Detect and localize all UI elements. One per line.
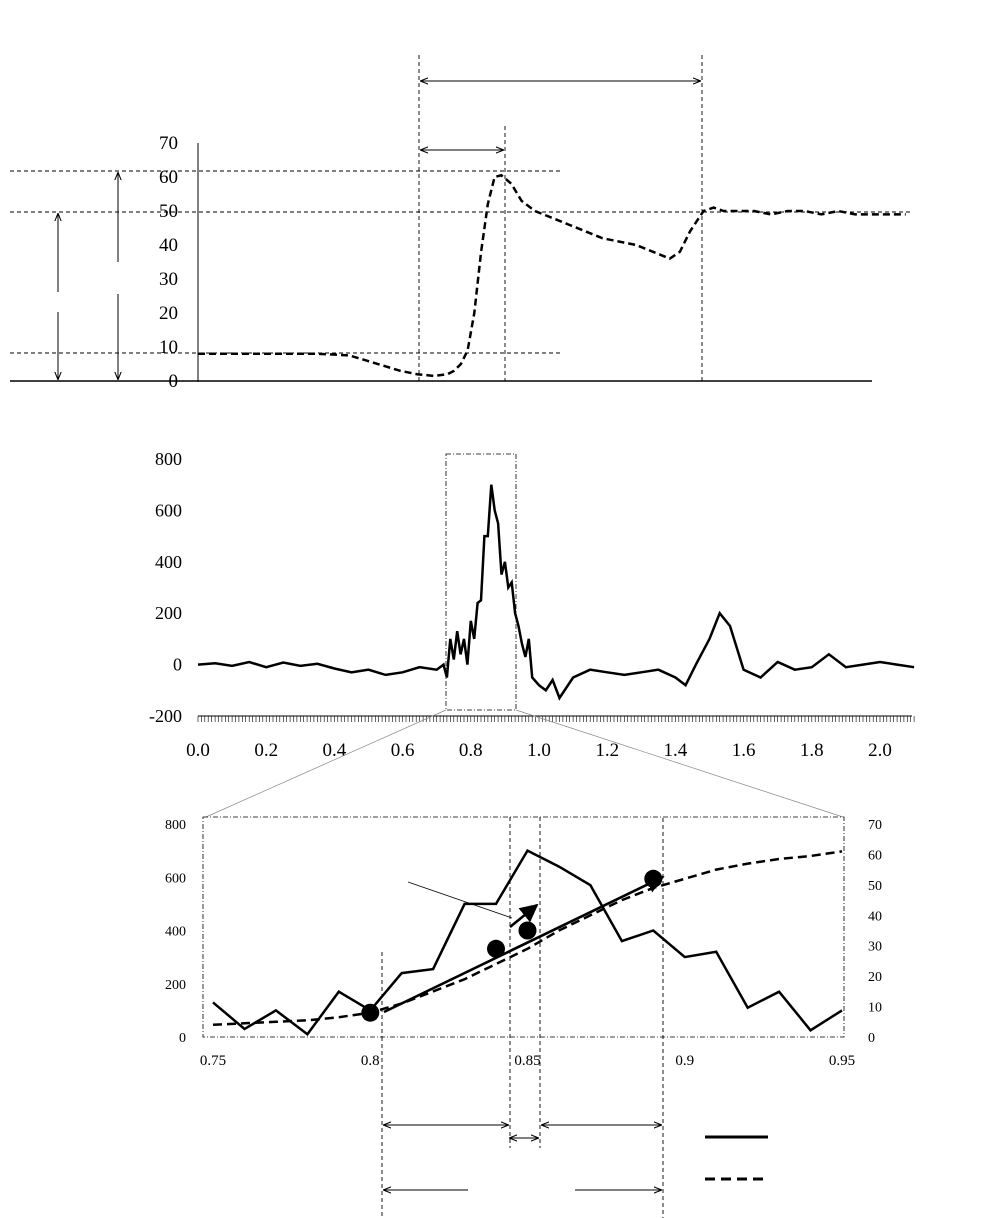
panel3-x-tick-label: 0.9: [675, 1053, 694, 1069]
panel1-y-tick-label: 60: [159, 167, 178, 188]
f-label-bg: [104, 262, 134, 294]
panel3-right-y-tick-label: 50: [868, 879, 882, 894]
panel3-x-tick-label: 0.95: [829, 1053, 855, 1069]
rfd-point: [361, 1003, 380, 1022]
panel3-right-y-tick-label: 70: [868, 818, 882, 833]
panel2-x-tick-label: 1.0: [527, 740, 551, 761]
panel2-y-tick-label: 800: [155, 449, 182, 469]
panel3-left-y-ticks: 0 200 400 600 800: [165, 818, 186, 1046]
weight-label-bg: [22, 292, 94, 312]
panel1-y-tick-label: 10: [159, 337, 178, 358]
panel3-right-y-tick-label: 0: [868, 1031, 875, 1046]
rfd-point: [518, 921, 537, 940]
panel2-x-tick-label: 1.2: [595, 740, 619, 761]
panel2-x-tick-label: 0.6: [391, 740, 415, 761]
zoom-connector-right: [515, 709, 844, 818]
panel1-y-tick-label: 30: [159, 269, 178, 290]
panel3-right-y-ticks: 0 10 20 30 40 50 60 70: [868, 818, 882, 1046]
panel2-y-tick-label: -200: [149, 706, 182, 726]
rfd1-arrow: [509, 903, 539, 929]
panel3-x-tick-label: 0.85: [514, 1053, 540, 1069]
rfd-point: [487, 939, 505, 958]
panel3-left-y-tick-label: 400: [165, 925, 186, 940]
panel3-right-y-tick-label: 10: [868, 1001, 882, 1016]
panel2-x-tick-label: 0.0: [186, 740, 210, 761]
panel3-left-y-tick-label: 200: [165, 978, 186, 993]
panel2-minor-ticks: [197, 716, 915, 722]
zoom-frame: [202, 816, 845, 1038]
zoom-box: [445, 453, 517, 711]
panel2-y-tick-label: 0: [173, 655, 182, 675]
panel2-x-tick-label: 0.4: [323, 740, 347, 761]
rfd9-arrow: [383, 875, 665, 1014]
rfd-point: [644, 869, 663, 888]
panel2-x-tick-label: 0.8: [459, 740, 483, 761]
panel3-left-y-tick-label: 600: [165, 871, 186, 886]
panel2-y-tick-label: 400: [155, 552, 182, 572]
panel3-right-y-tick-label: 20: [868, 970, 882, 985]
panel2-y-tick-label: 600: [155, 500, 182, 520]
panel2-x-tick-label: 2.0: [868, 740, 892, 761]
panel3-x-ticks: 0.75 0.8 0.85 0.9 0.95: [200, 1053, 855, 1069]
panel-zoom: 0 200 400 600 800 0 10 20 30 40 50 60 70 0.75 0.8 0.8…: [165, 816, 882, 1218]
panel3-x-tick-label: 0.75: [200, 1053, 226, 1069]
panel2-y-tick-label: 200: [155, 603, 182, 623]
panel3-right-y-tick-label: 30: [868, 940, 882, 955]
panel1-force-series: [198, 173, 906, 378]
rfd1-pointer: [407, 881, 513, 919]
panel1-y-tick-label: 70: [159, 133, 178, 154]
panel3-left-y-tick-label: 800: [165, 818, 186, 833]
panel3-right-y-tick-label: 60: [868, 848, 882, 863]
panel2-x-tick-label: 1.6: [732, 740, 756, 761]
panel2-x-tick-label: 1.8: [800, 740, 824, 761]
panel3-x-tick-label: 0.8: [361, 1053, 380, 1069]
panel1-y-tick-label: 50: [159, 201, 178, 222]
panel3-left-y-tick-label: 0: [179, 1031, 186, 1046]
rfd-points: [361, 869, 663, 1022]
panel1-y-tick-label: 20: [159, 303, 178, 324]
panel3-force-series: [212, 850, 843, 1027]
zoom-connector-left: [205, 709, 447, 818]
panel3-right-y-tick-label: 40: [868, 909, 882, 924]
panel2-x-ticks: 0.0 0.2 0.4 0.6 0.8 1.0 1.2 1.4 1.6 1.8 2.0: [186, 740, 892, 761]
panel2-y-ticks: -200 0 200 400 600 800: [149, 449, 182, 726]
panel1-y-tick-label: 40: [159, 235, 178, 256]
panel2-rate-series: [197, 484, 915, 701]
panel2-x-tick-label: 0.2: [254, 740, 278, 761]
panel-rate-of-change: -200 0 200 400 600 800 0.0 0.2 0.4 0.6 0.8 1.0 1.2 1…: [149, 449, 915, 761]
panel2-x-tick-label: 1.4: [664, 740, 688, 761]
